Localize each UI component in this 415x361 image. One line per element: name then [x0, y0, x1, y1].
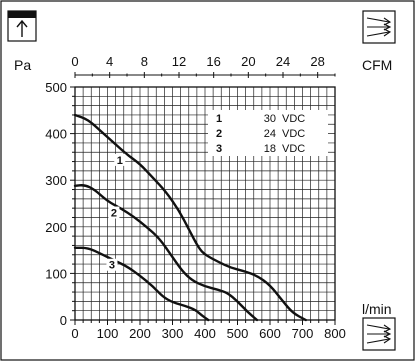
airflow-direction-icon: [7, 10, 37, 42]
bottom-tick-label: 0: [71, 326, 78, 341]
curves: 1 2 3: [73, 113, 307, 322]
curve-label-3: 3: [109, 260, 115, 272]
curve-label-1: 1: [117, 155, 123, 167]
axes: [70, 72, 336, 325]
top-tick-label: 20: [241, 54, 255, 69]
bottom-tick-label: 500: [227, 326, 249, 341]
bottom-tick-label: 400: [194, 326, 216, 341]
y-tick-label: 300: [45, 173, 67, 188]
top-tick-label: 4: [106, 54, 113, 69]
curve-series-3: [73, 246, 210, 322]
bottom-tick-label: 200: [129, 326, 151, 341]
y-tick-label: 0: [60, 313, 67, 328]
bottom-tick-label: 800: [324, 326, 346, 341]
y-tick-label: 400: [45, 127, 67, 142]
bottom-tick-label: 700: [292, 326, 314, 341]
legend-background: [208, 110, 328, 156]
bottom-tick-label: 100: [97, 326, 119, 341]
y-tick-label: 500: [45, 80, 67, 95]
curve-label-2: 2: [111, 208, 117, 220]
curve-label-background: [108, 206, 120, 219]
top-tick-label: 24: [276, 54, 290, 69]
legend-unit: VDC: [282, 113, 305, 125]
legend-number: 2: [216, 128, 222, 140]
cfm-arrows-icon: [362, 10, 396, 44]
top-tick-label: 0: [71, 54, 78, 69]
legend-number: 1: [216, 113, 222, 125]
legend-value: 18: [264, 143, 276, 155]
curve-series-2: [73, 184, 259, 322]
legend-value: 24: [264, 128, 276, 140]
legend-value: 30: [264, 113, 276, 125]
legend-unit: VDC: [282, 143, 305, 155]
legend-number: 3: [216, 143, 222, 155]
legend-unit: VDC: [282, 128, 305, 140]
lmin-arrows-icon: [362, 317, 396, 351]
curve-series-1: [73, 113, 307, 322]
bottom-tick-label: 600: [259, 326, 281, 341]
y-tick-label: 200: [45, 220, 67, 235]
top-tick-label: 8: [141, 54, 148, 69]
y-tick-label: 100: [45, 266, 67, 281]
legend: 1 30 VDC 2 24 VDC 3 18 VDC: [208, 110, 328, 156]
y-unit-label: Pa: [14, 57, 31, 73]
top-tick-label: 16: [206, 54, 220, 69]
curve-label-background: [106, 258, 118, 271]
top-x-unit-label: CFM: [362, 57, 392, 73]
top-tick-label: 12: [172, 54, 186, 69]
top-tick-label: 28: [310, 54, 324, 69]
curve-label-background: [114, 153, 126, 166]
bottom-x-unit-label: l/min: [362, 301, 392, 317]
bottom-tick-label: 300: [162, 326, 184, 341]
